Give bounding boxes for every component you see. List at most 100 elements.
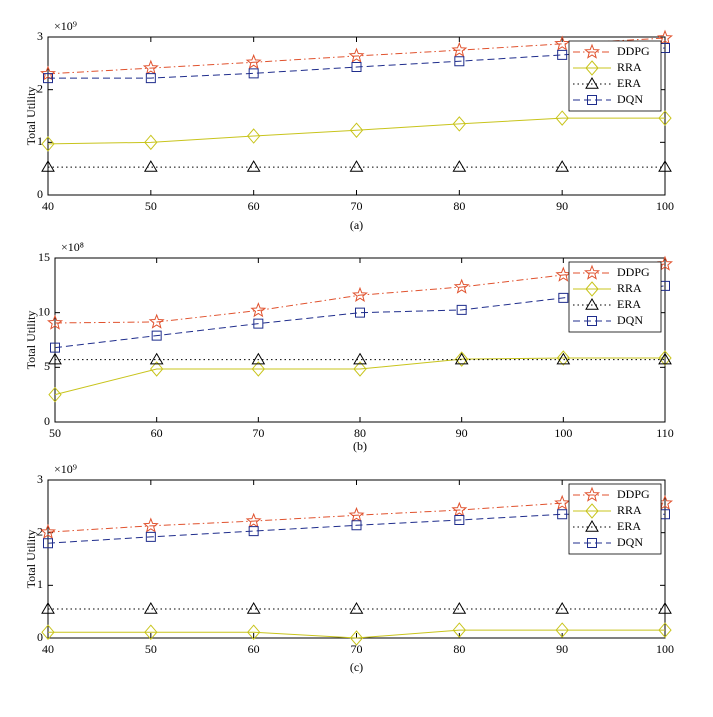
data-point — [41, 136, 55, 152]
y-axis-label: Total Utility — [24, 530, 38, 589]
legend-marker — [587, 316, 597, 326]
x-tick-label: 80 — [453, 199, 465, 213]
x-tick-label: 40 — [42, 642, 54, 656]
data-point — [658, 160, 672, 172]
x-tick-label: 100 — [554, 426, 572, 440]
y-axis-label: Total Utility — [24, 87, 38, 146]
exponent-label: ×10⁸ — [61, 240, 84, 254]
data-point — [452, 160, 467, 172]
x-tick-label: 50 — [145, 199, 157, 213]
legend-label: RRA — [617, 60, 642, 74]
legend-marker — [584, 264, 600, 280]
legend-label: DQN — [617, 92, 643, 106]
data-point — [142, 59, 159, 75]
x-tick-label: 70 — [252, 426, 264, 440]
data-point — [251, 352, 266, 365]
legend: DDPG RRA ERA DQN — [568, 261, 662, 333]
data-point — [41, 602, 55, 614]
x-tick-label: 60 — [248, 199, 260, 213]
data-point — [555, 110, 569, 126]
data-point — [452, 622, 466, 638]
data-point — [555, 622, 569, 638]
exponent-label: ×10⁹ — [54, 462, 77, 476]
y-tick-label: 3 — [37, 29, 43, 43]
data-point — [451, 41, 468, 57]
data-point — [555, 266, 572, 282]
legend-box — [568, 40, 662, 112]
data-point — [145, 531, 156, 542]
data-point — [348, 506, 365, 523]
data-point — [454, 352, 469, 365]
legend-label: ERA — [617, 519, 641, 533]
data-point — [658, 352, 672, 365]
data-point — [355, 307, 365, 318]
y-tick-label: 0 — [44, 414, 50, 428]
y-tick-label: 0 — [37, 187, 43, 201]
series-line — [48, 47, 666, 79]
data-point — [554, 494, 571, 510]
series-line — [47, 37, 666, 75]
data-point — [48, 352, 62, 365]
data-point — [150, 361, 164, 377]
data-point — [658, 602, 672, 614]
data-point — [557, 509, 568, 520]
series-line — [47, 513, 665, 544]
legend-marker — [585, 298, 599, 310]
x-tick-label: 70 — [351, 199, 363, 213]
data-point — [658, 622, 672, 638]
y-tick-label: 0 — [37, 630, 43, 644]
x-tick-label: 90 — [556, 642, 568, 656]
data-point — [43, 538, 53, 549]
data-point — [349, 160, 364, 172]
data-point — [554, 35, 571, 51]
data-point — [144, 624, 158, 640]
data-point — [657, 29, 673, 45]
legend-label: DQN — [617, 535, 643, 549]
data-point — [454, 56, 465, 67]
data-point — [352, 286, 368, 302]
data-point — [40, 65, 56, 81]
data-point — [142, 517, 159, 533]
chart-panel: 40 50 60 70 80 90 100 0 1 2 3 ×10⁹ Total Utility (c) D… — [24, 462, 674, 674]
data-point — [451, 501, 468, 517]
data-point — [555, 160, 570, 172]
legend-label: ERA — [617, 297, 641, 311]
data-point — [48, 386, 62, 403]
legend-label: DDPG — [617, 487, 650, 501]
data-point — [558, 292, 569, 303]
legend-marker — [587, 538, 597, 548]
legend-box — [568, 483, 662, 555]
legend-marker — [585, 520, 599, 532]
x-tick-label: 110 — [656, 426, 674, 440]
data-point — [456, 304, 467, 315]
data-point — [246, 160, 261, 172]
data-point — [453, 278, 470, 294]
data-point — [47, 314, 63, 330]
data-point — [353, 361, 367, 377]
data-point — [349, 122, 364, 138]
data-point — [658, 350, 672, 366]
data-point — [452, 602, 467, 614]
data-point — [658, 110, 672, 126]
x-tick-label: 50 — [49, 426, 61, 440]
data-point — [149, 352, 164, 365]
chart-panel: 40 50 60 70 80 90 100 0 1 2 3 ×10⁹ Total Utility (a) D… — [24, 19, 674, 232]
data-point — [41, 624, 55, 640]
x-tick-label: 80 — [354, 426, 366, 440]
x-tick-label: 40 — [42, 199, 54, 213]
data-point — [143, 602, 158, 614]
data-point — [556, 350, 570, 366]
data-point — [41, 160, 55, 172]
y-tick-label: 2 — [37, 524, 43, 538]
legend-label: RRA — [617, 503, 642, 517]
data-point — [348, 47, 365, 63]
data-point — [253, 318, 264, 329]
x-tick-label: 70 — [351, 642, 363, 656]
chart-panel: 50 60 70 80 90 100 110 0 5 10 15 ×10⁸ Total Utility (… — [24, 240, 674, 453]
caption: (b) — [353, 439, 367, 453]
data-point — [349, 602, 364, 614]
caption: (c) — [350, 660, 363, 674]
x-tick-label: 100 — [656, 199, 674, 213]
y-tick-label: 3 — [37, 472, 43, 486]
